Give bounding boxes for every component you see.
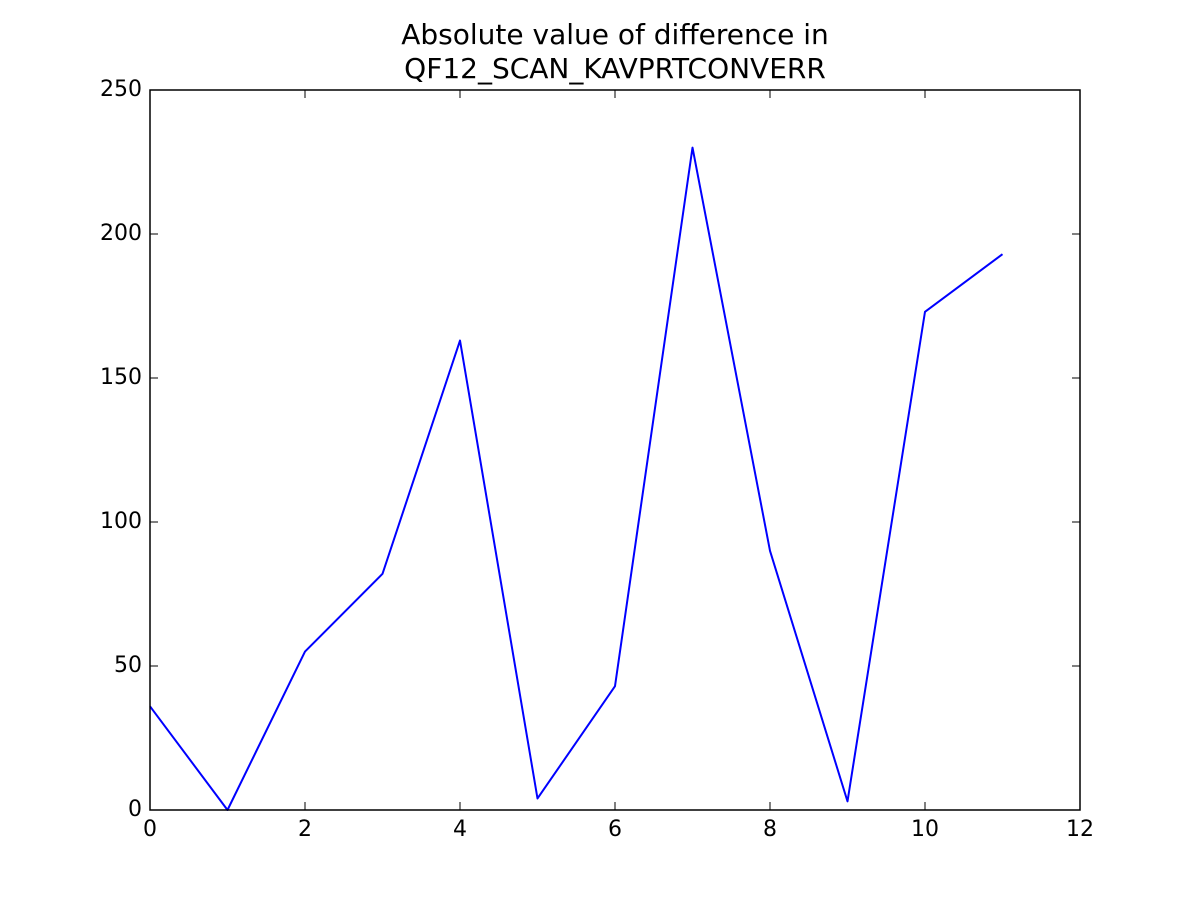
x-tick-label: 6 bbox=[608, 817, 622, 842]
y-tick-label: 0 bbox=[128, 797, 142, 822]
x-tick-label: 4 bbox=[453, 817, 467, 842]
x-tick-label: 2 bbox=[298, 817, 312, 842]
line-series bbox=[149, 146, 1004, 811]
x-tick-label: 0 bbox=[143, 817, 157, 842]
y-tick-label: 50 bbox=[114, 653, 142, 678]
chart-title: Absolute value of difference in bbox=[401, 18, 829, 51]
y-tick-label: 100 bbox=[100, 509, 142, 534]
x-tick-label: 12 bbox=[1066, 817, 1094, 842]
x-tick-label: 10 bbox=[911, 817, 939, 842]
plot-frame bbox=[149, 89, 1081, 811]
y-tick-label: 150 bbox=[100, 365, 142, 390]
x-tick-label: 8 bbox=[763, 817, 777, 842]
chart-title: QF12_SCAN_KAVPRTCONVERR bbox=[404, 52, 826, 85]
plot-area: 0 50 100 150 200 250 0 2 4 6 8 10 12 bbox=[100, 77, 1094, 842]
y-tick-label: 200 bbox=[100, 221, 142, 246]
y-tick-label: 250 bbox=[100, 77, 142, 102]
